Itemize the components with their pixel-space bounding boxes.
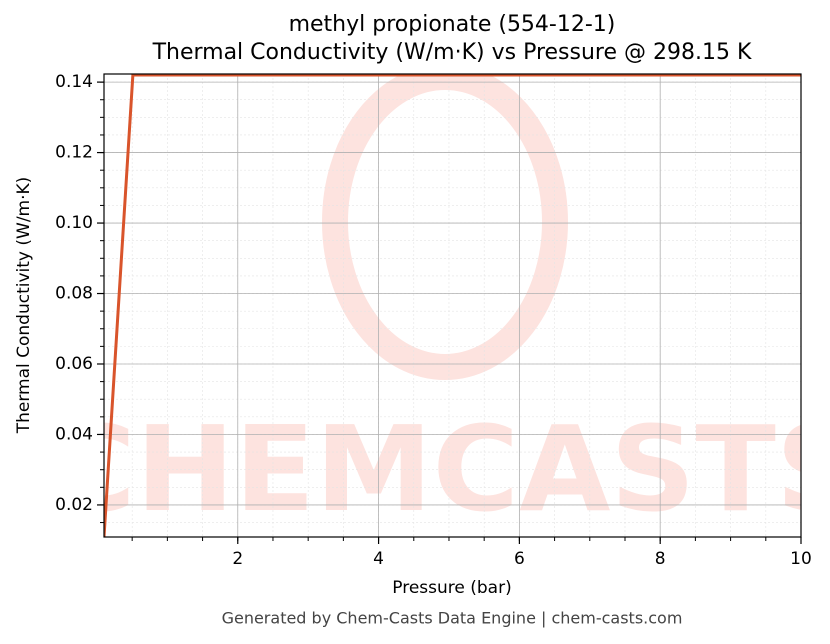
x-tick-label: 4	[373, 549, 384, 569]
watermark: CHEMCASTS	[49, 400, 830, 538]
plot-frame	[103, 73, 802, 538]
footer: Generated by Chem-Casts Data Engine | ch…	[222, 609, 683, 628]
chart-title: methyl propionate (554-12-1)	[289, 12, 616, 37]
x-axis-label: Pressure (bar)	[392, 578, 511, 598]
y-tick-label: 0.14	[55, 72, 93, 92]
x-tick-label: 2	[232, 549, 243, 569]
grid	[104, 74, 801, 537]
x-tick-label: 6	[514, 549, 525, 569]
watermark-logo	[322, 74, 568, 380]
x-tick-label: 10	[790, 549, 812, 569]
y-tick-label: 0.04	[55, 424, 93, 444]
y-tick-label: 0.10	[55, 213, 93, 233]
y-tick-label: 0.02	[55, 495, 93, 515]
y-axis-label: Thermal Conductivity (W/m·K)	[14, 177, 34, 435]
y-tick-label: 0.06	[55, 354, 93, 374]
x-tick-label: 8	[655, 549, 666, 569]
y-tick-label: 0.12	[55, 143, 93, 163]
chart-subtitle: Thermal Conductivity (W/m·K) vs Pressure…	[152, 40, 752, 65]
data-line	[104, 74, 801, 537]
y-tick-label: 0.08	[55, 284, 93, 304]
